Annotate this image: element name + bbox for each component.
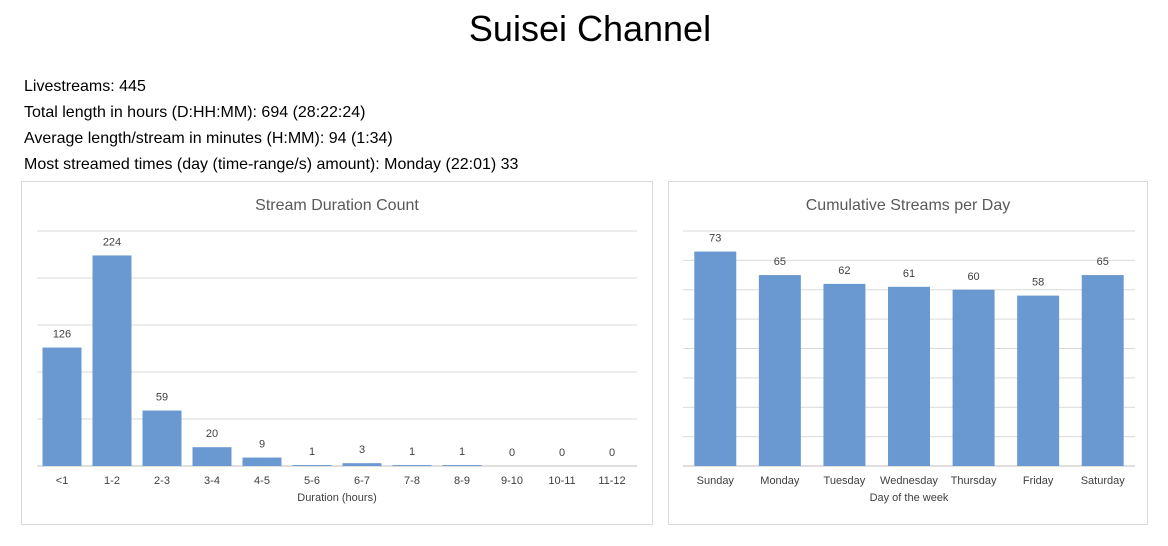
data-label: 1 bbox=[309, 446, 315, 458]
data-label: 61 bbox=[903, 268, 915, 280]
x-tick-label: Friday bbox=[1023, 475, 1054, 487]
bar-saturday bbox=[1081, 275, 1124, 466]
data-label: 9 bbox=[259, 439, 265, 451]
bar-1-2 bbox=[92, 255, 132, 466]
x-tick-label: 7-8 bbox=[404, 475, 420, 487]
chart-title: Cumulative Streams per Day bbox=[806, 197, 1011, 214]
weekday-chart: Cumulative Streams per Day 73 Sunday 65 Mond… bbox=[683, 197, 1135, 504]
stat-total-length: Total length in hours (D:HH:MM): 694 (28… bbox=[24, 100, 518, 126]
x-tick-label: <1 bbox=[56, 475, 69, 487]
data-label: 0 bbox=[509, 447, 515, 459]
x-tick-label: 9-10 bbox=[501, 475, 523, 487]
data-label: 62 bbox=[838, 265, 850, 277]
x-tick-label: Sunday bbox=[697, 475, 735, 487]
x-tick-label: Tuesday bbox=[824, 475, 866, 487]
bar-8-9 bbox=[442, 465, 482, 466]
x-tick-label: Monday bbox=[760, 475, 800, 487]
data-label: 65 bbox=[1097, 256, 1109, 268]
bar-3-4 bbox=[192, 447, 232, 466]
data-label: 0 bbox=[559, 447, 565, 459]
bar-7-8 bbox=[392, 465, 432, 466]
x-tick-label: 1-2 bbox=[104, 475, 120, 487]
stat-livestreams: Livestreams: 445 bbox=[24, 74, 518, 100]
x-axis-title: Day of the week bbox=[870, 492, 949, 504]
x-tick-label: 8-9 bbox=[454, 475, 470, 487]
bar-monday bbox=[758, 275, 801, 466]
x-tick-label: Saturday bbox=[1081, 475, 1126, 487]
x-axis-title: Duration (hours) bbox=[297, 492, 376, 504]
data-label: 73 bbox=[709, 233, 721, 245]
stat-value: 94 (1:34) bbox=[328, 130, 393, 147]
duration-chart: Stream Duration Count 126 <1 224 1-2 59 2-3 20 3… bbox=[37, 197, 637, 504]
page-title: Suisei Channel bbox=[468, 8, 712, 49]
data-label: 20 bbox=[206, 428, 218, 440]
bar-2-3 bbox=[142, 410, 182, 466]
x-tick-label: 10-11 bbox=[548, 475, 575, 487]
data-label: 59 bbox=[156, 392, 168, 404]
bar-sunday bbox=[694, 251, 737, 466]
bar-6-7 bbox=[342, 463, 382, 466]
stat-label: Average length/stream in minutes (H:MM): bbox=[24, 130, 325, 147]
x-tick-label: 2-3 bbox=[154, 475, 170, 487]
bar-wednesday bbox=[888, 286, 930, 466]
weekday-chart-panel: Cumulative Streams per Day 73 Sunday 65 Mond… bbox=[668, 181, 1148, 525]
bar-5-6 bbox=[292, 465, 332, 466]
data-label: 1 bbox=[459, 446, 465, 458]
stats-panel: Livestreams: 445 Total length in hours (… bbox=[24, 74, 518, 178]
data-label: 65 bbox=[774, 256, 786, 268]
data-label: 3 bbox=[359, 444, 365, 456]
chart-title: Stream Duration Count bbox=[255, 197, 419, 214]
stat-average-length: Average length/stream in minutes (H:MM):… bbox=[24, 126, 518, 152]
x-tick-label: Thursday bbox=[951, 475, 997, 487]
x-tick-label: 11-12 bbox=[598, 475, 625, 487]
data-label: 224 bbox=[103, 236, 121, 248]
stat-most-streamed: Most streamed times (day (time-range/s) … bbox=[24, 152, 518, 178]
x-tick-label: 4-5 bbox=[254, 475, 270, 487]
data-label: 1 bbox=[409, 446, 415, 458]
x-tick-label: Wednesday bbox=[880, 475, 938, 487]
stat-value: Monday (22:01) 33 bbox=[384, 156, 519, 173]
data-label: 126 bbox=[53, 329, 71, 341]
stat-label: Most streamed times (day (time-range/s) … bbox=[24, 156, 380, 173]
bar-1 bbox=[42, 347, 82, 466]
data-label: 0 bbox=[609, 447, 615, 459]
stat-label: Livestreams: bbox=[24, 78, 115, 95]
bar-4-5 bbox=[242, 457, 282, 466]
bar-thursday bbox=[952, 289, 995, 466]
duration-chart-panel: Stream Duration Count 126 <1 224 1-2 59 2-3 20 3… bbox=[21, 181, 653, 525]
stat-value: 694 (28:22:24) bbox=[261, 104, 366, 121]
x-tick-label: 5-6 bbox=[304, 475, 320, 487]
data-label: 60 bbox=[967, 271, 979, 283]
bar-friday bbox=[1017, 295, 1060, 466]
stat-value: 445 bbox=[119, 78, 146, 95]
x-tick-label: 6-7 bbox=[354, 475, 370, 487]
data-label: 58 bbox=[1032, 277, 1044, 289]
x-tick-label: 3-4 bbox=[204, 475, 220, 487]
stat-label: Total length in hours (D:HH:MM): bbox=[24, 104, 257, 121]
bar-tuesday bbox=[823, 283, 866, 466]
